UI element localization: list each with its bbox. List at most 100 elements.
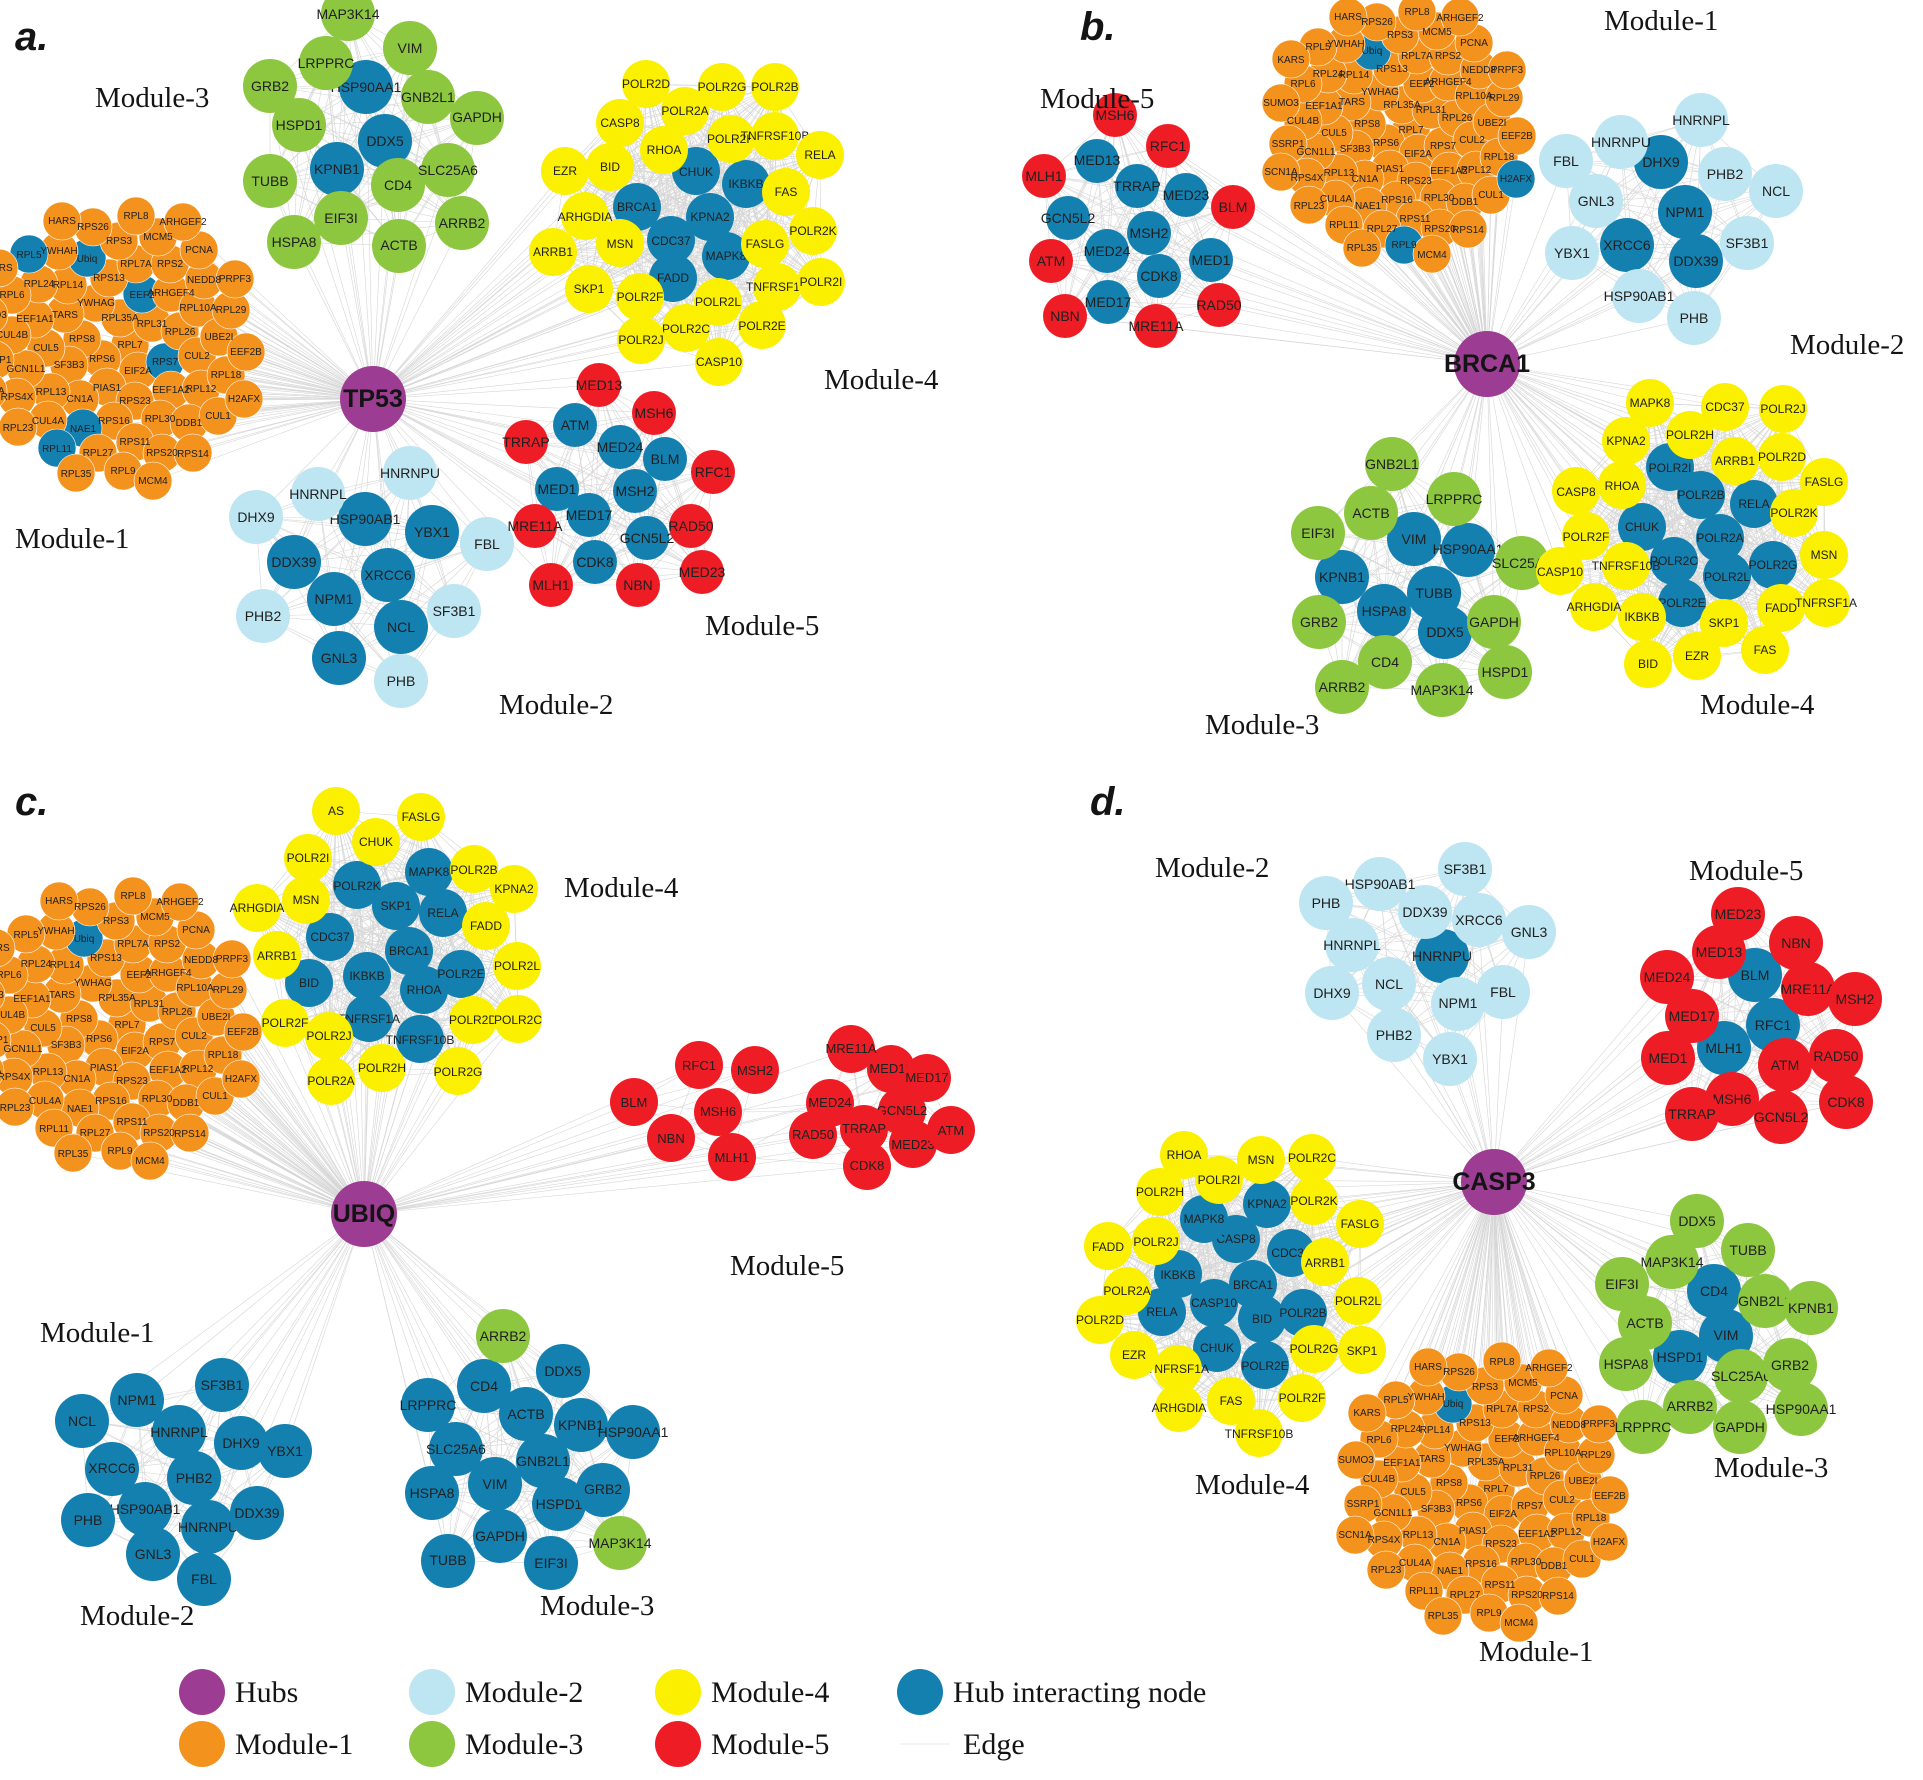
svg-text:EIF3I: EIF3I (1301, 525, 1334, 541)
svg-text:Ubiq: Ubiq (74, 934, 95, 945)
svg-text:Module-5: Module-5 (705, 610, 819, 642)
svg-text:TNFRSF10B: TNFRSF10B (1592, 559, 1661, 573)
svg-text:RPL8: RPL8 (123, 211, 148, 222)
svg-text:SSRP1: SSRP1 (0, 1035, 9, 1046)
svg-text:ACTB: ACTB (1352, 505, 1389, 521)
svg-text:FBL: FBL (1553, 153, 1579, 169)
svg-text:POLR2J: POLR2J (306, 1029, 351, 1043)
svg-text:MRE11A: MRE11A (1129, 318, 1185, 334)
svg-text:RPS16: RPS16 (1465, 1559, 1497, 1570)
svg-text:RAD50: RAD50 (1196, 297, 1241, 313)
svg-text:MSH2: MSH2 (616, 483, 655, 499)
svg-text:RPL12: RPL12 (1551, 1527, 1582, 1538)
svg-text:DHX9: DHX9 (1313, 985, 1351, 1001)
svg-text:POLR2C: POLR2C (1288, 1151, 1336, 1165)
svg-text:Module-3: Module-3 (540, 1590, 654, 1622)
svg-text:HNRNPL: HNRNPL (150, 1424, 208, 1440)
svg-text:SKP1: SKP1 (381, 899, 412, 913)
svg-text:CUL1: CUL1 (202, 1091, 228, 1102)
svg-text:XRCC6: XRCC6 (1603, 237, 1651, 253)
svg-text:PCNA: PCNA (1460, 38, 1488, 49)
svg-text:RPL29: RPL29 (1489, 93, 1520, 104)
svg-text:POLR2L: POLR2L (695, 295, 741, 309)
svg-text:POLR2B: POLR2B (1279, 1306, 1326, 1320)
svg-text:RPS13: RPS13 (93, 273, 125, 284)
svg-text:RPL10A: RPL10A (176, 983, 214, 994)
svg-text:SF3B1: SF3B1 (1726, 235, 1769, 251)
svg-text:DDX5: DDX5 (1678, 1213, 1716, 1229)
svg-text:RPL23: RPL23 (1294, 201, 1325, 212)
svg-text:RPL29: RPL29 (216, 305, 247, 316)
svg-text:HNRNPL: HNRNPL (289, 486, 347, 502)
svg-text:CUL2: CUL2 (1459, 135, 1485, 146)
svg-text:HNRNPL: HNRNPL (1323, 937, 1381, 953)
svg-text:HNRNPL: HNRNPL (1672, 112, 1730, 128)
svg-text:EIF2A: EIF2A (1404, 149, 1432, 160)
svg-text:HSP90AA1: HSP90AA1 (1766, 1401, 1837, 1417)
svg-text:ARHGDIA: ARHGDIA (230, 901, 285, 915)
svg-text:NEDD8: NEDD8 (187, 275, 221, 286)
svg-text:FADD: FADD (1765, 601, 1797, 615)
svg-text:GRB2: GRB2 (1300, 614, 1338, 630)
svg-text:POLR2G: POLR2G (1749, 558, 1798, 572)
svg-text:POLR2J: POLR2J (1760, 402, 1805, 416)
svg-text:CUL1: CUL1 (1478, 190, 1504, 201)
svg-text:SF3B3: SF3B3 (54, 360, 85, 371)
svg-text:MAP3K14: MAP3K14 (316, 6, 379, 22)
svg-text:RPS26: RPS26 (74, 902, 106, 913)
svg-text:SCN1A: SCN1A (1264, 167, 1298, 178)
svg-text:BID: BID (600, 160, 620, 174)
svg-text:HARS: HARS (48, 216, 76, 227)
svg-text:MED17: MED17 (1085, 294, 1132, 310)
svg-text:SUMO3: SUMO3 (0, 310, 7, 321)
svg-text:NPM1: NPM1 (315, 591, 354, 607)
svg-text:AS: AS (328, 804, 344, 818)
svg-text:RELA: RELA (1738, 497, 1769, 511)
svg-text:PIAS1: PIAS1 (93, 383, 122, 394)
svg-text:Module-5: Module-5 (1040, 83, 1154, 115)
svg-text:RPS2: RPS2 (1435, 51, 1462, 62)
svg-text:POLR2B: POLR2B (450, 863, 497, 877)
svg-text:SSRP1: SSRP1 (0, 355, 12, 366)
svg-text:RPL30: RPL30 (1511, 1557, 1542, 1568)
svg-text:EEF1A2: EEF1A2 (149, 1065, 187, 1076)
svg-text:POLR2I: POLR2I (800, 275, 843, 289)
svg-text:CUL4A: CUL4A (1320, 194, 1353, 205)
svg-text:CDC37: CDC37 (310, 930, 350, 944)
svg-text:ARRB2: ARRB2 (439, 215, 486, 231)
svg-text:POLR2D: POLR2D (622, 77, 670, 91)
svg-text:RPL27: RPL27 (83, 448, 114, 459)
svg-text:TRRAP: TRRAP (502, 434, 549, 450)
svg-text:H2AFX: H2AFX (1500, 174, 1533, 185)
svg-text:MSH6: MSH6 (635, 405, 674, 421)
svg-text:Module-4: Module-4 (564, 872, 679, 904)
svg-text:NAE1: NAE1 (1355, 201, 1382, 212)
svg-text:POLR2D: POLR2D (1758, 450, 1806, 464)
svg-text:UBE2I: UBE2I (1478, 118, 1507, 129)
svg-text:RPS7: RPS7 (1517, 1501, 1544, 1512)
svg-text:CD4: CD4 (1700, 1283, 1728, 1299)
svg-text:PHB: PHB (387, 673, 416, 689)
svg-text:NBN: NBN (657, 1131, 684, 1146)
svg-text:HSP90AA1: HSP90AA1 (598, 1424, 669, 1440)
svg-text:RPL24: RPL24 (21, 959, 52, 970)
svg-text:PCNA: PCNA (1550, 1391, 1578, 1402)
svg-text:SF3B3: SF3B3 (1421, 1504, 1452, 1515)
svg-text:RPL27: RPL27 (80, 1128, 111, 1139)
svg-text:RPL14: RPL14 (50, 960, 81, 971)
svg-text:RPL35A: RPL35A (98, 993, 136, 1004)
svg-text:MAP3K14: MAP3K14 (1410, 682, 1473, 698)
svg-text:RPL14: RPL14 (53, 280, 84, 291)
svg-text:DDX5: DDX5 (544, 1363, 582, 1379)
svg-text:MED13: MED13 (1074, 152, 1121, 168)
svg-text:RPS6: RPS6 (1373, 138, 1400, 149)
svg-text:GAPDH: GAPDH (452, 109, 502, 125)
svg-text:PIAS1: PIAS1 (1376, 164, 1405, 175)
svg-text:POLR2G: POLR2G (1290, 1342, 1339, 1356)
svg-text:PHB: PHB (1680, 310, 1709, 326)
svg-text:BLM: BLM (1219, 199, 1248, 215)
svg-text:RELA: RELA (1146, 1305, 1177, 1319)
svg-text:PHB2: PHB2 (176, 1470, 213, 1486)
svg-text:EZR: EZR (553, 164, 577, 178)
svg-text:HSPD1: HSPD1 (1482, 664, 1529, 680)
